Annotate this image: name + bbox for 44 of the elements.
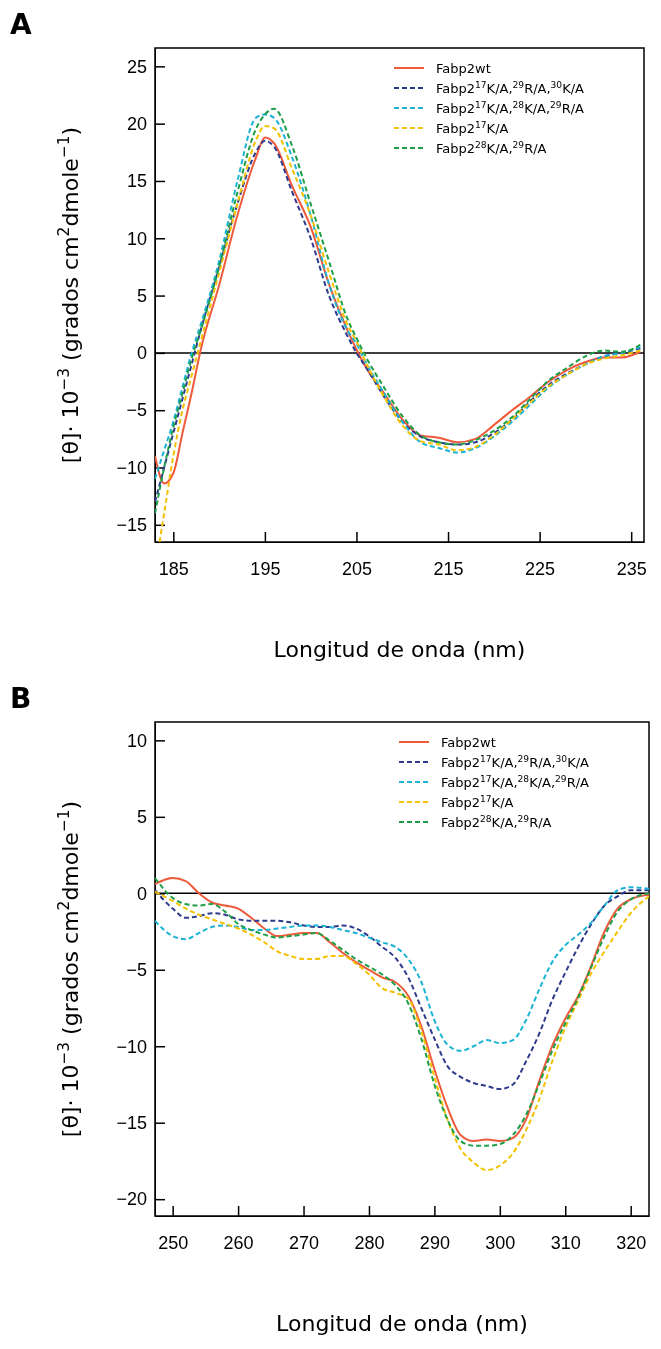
x-tick-label: 320 <box>616 1232 647 1253</box>
legend-label: Fabp2wt <box>441 735 496 750</box>
chart-title: B <box>10 682 32 715</box>
x-tick-label: 215 <box>433 558 464 579</box>
x-axis-title: Longitud de onda (nm) <box>276 1311 528 1336</box>
y-tick-label: 0 <box>136 883 147 904</box>
legend-label: Fabp2$^{28}$K/A,$^{29}$R/A <box>441 814 552 830</box>
y-tick-label: 5 <box>136 285 147 306</box>
y-tick-label: −10 <box>116 1036 147 1057</box>
y-tick-label: 5 <box>136 807 147 828</box>
x-axis-title: Longitud de onda (nm) <box>273 637 526 662</box>
x-tick-label: 185 <box>158 558 189 579</box>
y-tick-label: 10 <box>126 228 147 249</box>
y-tick-label: −15 <box>116 515 147 536</box>
x-tick-label: 225 <box>525 558 556 579</box>
y-tick-label: −20 <box>116 1189 147 1210</box>
x-tick-label: 235 <box>616 558 647 579</box>
y-tick-label: 15 <box>126 171 147 192</box>
x-tick-label: 205 <box>341 558 372 579</box>
x-tick-label: 290 <box>419 1232 450 1253</box>
x-tick-label: 300 <box>485 1232 516 1253</box>
y-tick-label: −10 <box>116 457 147 478</box>
y-tick-label: 0 <box>136 343 147 364</box>
y-tick-label: 20 <box>126 113 147 134</box>
legend-label: Fabp2$^{17}$K/A,$^{29}$R/A,$^{30}$K/A <box>441 754 590 770</box>
x-tick-label: 310 <box>550 1232 581 1253</box>
y-tick-label: −5 <box>126 960 147 981</box>
legend-label: Fabp2$^{17}$K/A,$^{28}$K/A,$^{29}$R/A <box>436 100 585 116</box>
legend-label: Fabp2wt <box>436 61 491 76</box>
chart-title: A <box>10 8 32 41</box>
legend-label: Fabp2$^{28}$K/A,$^{29}$R/A <box>436 140 547 156</box>
y-tick-label: 10 <box>126 730 147 751</box>
x-tick-label: 250 <box>158 1232 189 1253</box>
legend-label: Fabp2$^{17}$K/A,$^{29}$R/A,$^{30}$K/A <box>436 80 585 96</box>
x-tick-label: 270 <box>289 1232 320 1253</box>
y-tick-label: −5 <box>126 400 147 421</box>
y-tick-label: 25 <box>126 56 147 77</box>
x-tick-label: 260 <box>223 1232 254 1253</box>
legend-label: Fabp2$^{17}$K/A,$^{28}$K/A,$^{29}$R/A <box>441 774 590 790</box>
legend-label: Fabp2$^{17}$K/A <box>441 794 514 810</box>
x-tick-label: 280 <box>354 1232 385 1253</box>
x-tick-label: 195 <box>250 558 281 579</box>
legend-label: Fabp2$^{17}$K/A <box>436 120 509 136</box>
y-tick-label: −15 <box>116 1112 147 1133</box>
